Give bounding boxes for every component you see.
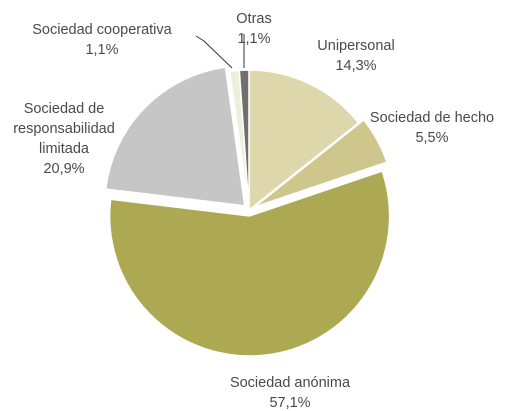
leader-line-sociedad-cooperativa — [196, 36, 232, 68]
slice-name-label: Otras — [236, 11, 271, 27]
slice-value-label: 14,3% — [335, 58, 376, 74]
slice-name-label: limitada — [39, 141, 90, 157]
pie-slice-sociedad-de-responsabilidad-limitada — [106, 67, 245, 206]
slice-label-unipersonal: Unipersonal 14,3% — [317, 38, 394, 74]
pie-slices — [106, 67, 390, 356]
slice-value-label: 20,9% — [43, 161, 84, 177]
slice-label-sociedad-de-hecho: Sociedad de hecho 5,5% — [370, 110, 494, 146]
slice-name-label: Sociedad de hecho — [370, 110, 494, 126]
slice-label-sociedad-anonima: Sociedad anónima 57,1% — [230, 375, 351, 411]
slice-name-label: Unipersonal — [317, 38, 394, 54]
slice-value-label: 1,1% — [237, 31, 270, 47]
slice-name-label: Sociedad cooperativa — [32, 22, 172, 38]
slice-label-sociedad-de-responsabilidad-limitada: Sociedad de responsabilidad limitada 20,9% — [13, 101, 115, 177]
slice-value-label: 1,1% — [85, 42, 118, 58]
slice-value-label: 5,5% — [415, 130, 448, 146]
slice-label-otras: Otras 1,1% — [236, 11, 271, 47]
slice-name-label: responsabilidad — [13, 121, 115, 137]
slice-label-sociedad-cooperativa: Sociedad cooperativa 1,1% — [32, 22, 172, 58]
slice-name-label: Sociedad anónima — [230, 375, 351, 391]
slice-value-label: 57,1% — [269, 395, 310, 411]
slice-name-label: Sociedad de — [24, 101, 105, 117]
